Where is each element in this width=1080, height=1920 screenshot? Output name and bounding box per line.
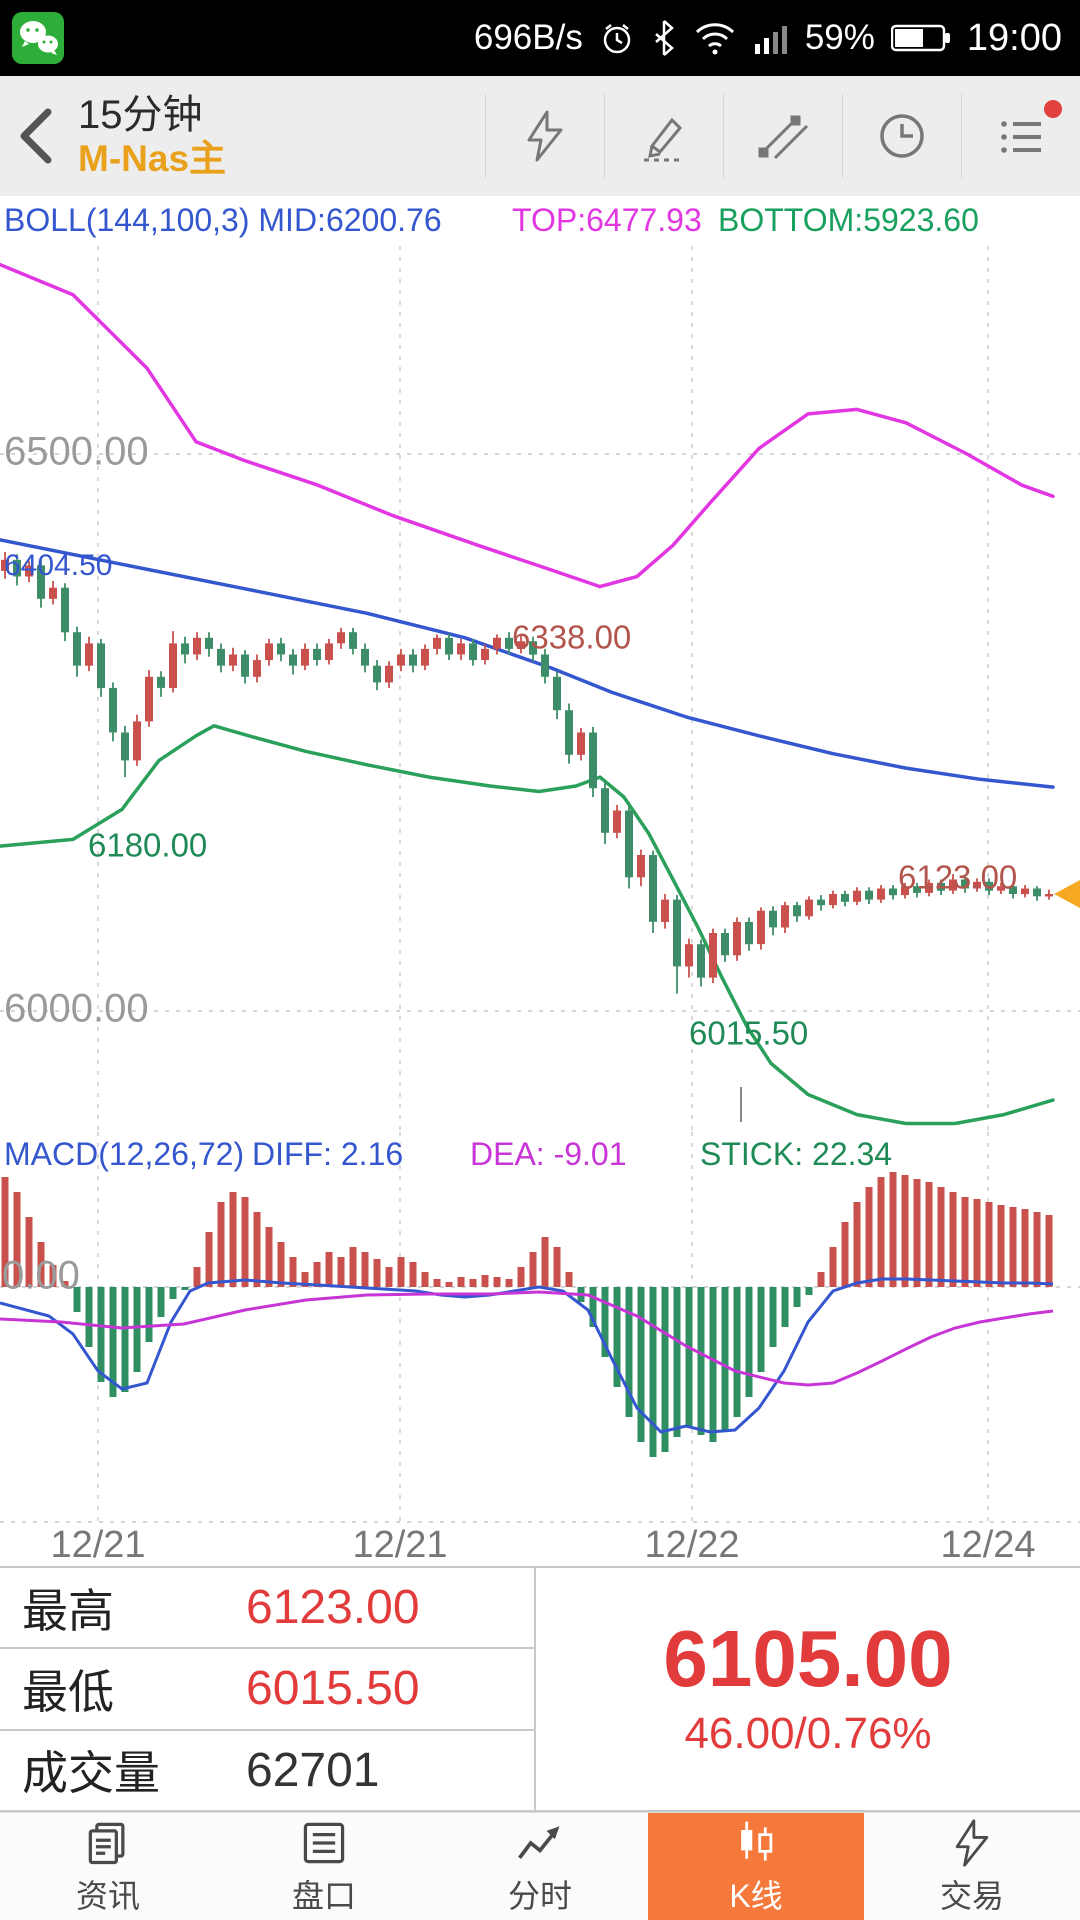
macd-indicator-row: MACD(12,26,72) DIFF: 2.16 DEA: -9.01 STI… xyxy=(0,1134,1080,1180)
table-row: 最低 6015.50 xyxy=(0,1649,534,1731)
kline-chart[interactable]: 6500.00 6000.00 6404.50 6338.00 6180.00 6123.… xyxy=(0,246,1080,1132)
boll-mid-value: BOLL(144,100,3) MID:6200.76 xyxy=(4,202,442,238)
timeframe-title: 15分钟 xyxy=(78,92,203,137)
volume-value: 62701 xyxy=(246,1743,380,1797)
history-button[interactable] xyxy=(842,94,961,178)
trendline-tool-button[interactable] xyxy=(723,94,842,178)
svg-text:6000.00: 6000.00 xyxy=(4,987,149,1031)
boll-top-value: TOP:6477.93 xyxy=(512,202,702,238)
pencil-icon xyxy=(644,117,684,162)
tab-kline[interactable]: K线 xyxy=(648,1813,864,1920)
alarm-icon xyxy=(599,20,635,56)
tab-label: 交易 xyxy=(939,1877,1004,1914)
kline-icon xyxy=(741,1821,773,1861)
battery-percent: 59% xyxy=(804,18,875,57)
macd-chart[interactable]: 0.00 xyxy=(0,1132,1080,1524)
date-axis: 12/21 12/21 12/22 12/24 xyxy=(0,1524,1080,1566)
table-row: 成交量 62701 xyxy=(0,1731,534,1810)
price-change: 46.00/0.76% xyxy=(684,1709,932,1758)
svg-text:6180.00: 6180.00 xyxy=(88,827,207,864)
news-icon xyxy=(88,1822,125,1864)
tab-label: 分时 xyxy=(507,1877,572,1914)
quote-info-panel: 最高 6123.00 最低 6015.50 成交量 62701 6105.00 … xyxy=(0,1566,1080,1812)
boll-bottom-value: BOTTOM:5923.60 xyxy=(718,202,979,238)
battery-icon xyxy=(890,22,951,54)
quick-trade-button[interactable] xyxy=(485,94,604,178)
orderbook-icon xyxy=(303,1822,345,1863)
symbol-title: M-Nas主 xyxy=(78,137,227,179)
low-value: 6015.50 xyxy=(246,1662,420,1716)
axis-date: 12/21 xyxy=(50,1524,146,1566)
svg-text:6338.00: 6338.00 xyxy=(512,619,631,656)
tab-label: 盘口 xyxy=(291,1877,356,1914)
tab-label: 资讯 xyxy=(75,1877,140,1914)
trendline-icon xyxy=(758,115,809,160)
volume-label: 成交量 xyxy=(22,1747,160,1800)
network-speed: 696B/s xyxy=(473,18,583,57)
notification-badge xyxy=(1044,100,1062,118)
tab-orderbook[interactable]: 盘口 xyxy=(216,1813,432,1920)
tab-trade[interactable]: 交易 xyxy=(864,1813,1080,1920)
status-time: 19:00 xyxy=(966,16,1062,59)
quote-stats-table: 最高 6123.00 最低 6015.50 成交量 62701 xyxy=(0,1568,536,1810)
high-label: 最高 xyxy=(22,1584,114,1637)
header: 15分钟 M-Nas主 xyxy=(0,76,1080,197)
list-icon xyxy=(1001,121,1041,153)
signal-icon xyxy=(753,20,789,56)
macd-stick-value: STICK: 22.34 xyxy=(700,1136,893,1172)
macd-dea-value: DEA: -9.01 xyxy=(470,1136,627,1172)
lightning-icon xyxy=(527,110,563,162)
tab-timeline[interactable]: 分时 xyxy=(432,1813,648,1920)
last-price-block: 6105.00 46.00/0.76% xyxy=(536,1568,1080,1810)
macd-diff-value: DIFF: 2.16 xyxy=(252,1136,404,1172)
axis-date: 12/21 xyxy=(352,1524,448,1566)
svg-text:6123.00: 6123.00 xyxy=(898,859,1017,896)
back-button[interactable] xyxy=(0,86,72,186)
clock-icon xyxy=(880,114,924,158)
high-value: 6123.00 xyxy=(246,1581,420,1635)
timeline-icon xyxy=(518,1825,560,1859)
trade-icon xyxy=(955,1818,989,1867)
svg-text:6500.00: 6500.00 xyxy=(4,430,149,474)
tab-label: K线 xyxy=(729,1877,783,1914)
draw-button[interactable] xyxy=(604,94,723,178)
svg-text:0.00: 0.00 xyxy=(2,1254,80,1298)
bluetooth-icon xyxy=(651,19,677,57)
bottom-nav: 资讯 盘口 分时 K线 交易 xyxy=(0,1812,1080,1920)
axis-date: 12/22 xyxy=(644,1524,740,1566)
boll-indicator-row: BOLL(144,100,3) MID:6200.76 TOP:6477.93 … xyxy=(0,196,1080,246)
wifi-icon xyxy=(693,20,737,56)
axis-date: 12/24 xyxy=(940,1524,1036,1566)
svg-text:6404.50: 6404.50 xyxy=(4,549,112,582)
table-row: 最高 6123.00 xyxy=(0,1568,534,1650)
last-price: 6105.00 xyxy=(663,1614,953,1703)
wechat-icon xyxy=(10,10,66,66)
back-icon xyxy=(20,108,52,164)
svg-text:6015.50: 6015.50 xyxy=(689,1015,808,1052)
watchlist-button[interactable] xyxy=(961,94,1080,178)
title-block: 15分钟 M-Nas主 xyxy=(78,92,226,181)
status-bar: 696B/s 59% xyxy=(0,0,1080,76)
tab-news[interactable]: 资讯 xyxy=(0,1813,216,1920)
low-label: 最低 xyxy=(22,1665,114,1718)
macd-label: MACD(12,26,72) xyxy=(4,1136,245,1172)
